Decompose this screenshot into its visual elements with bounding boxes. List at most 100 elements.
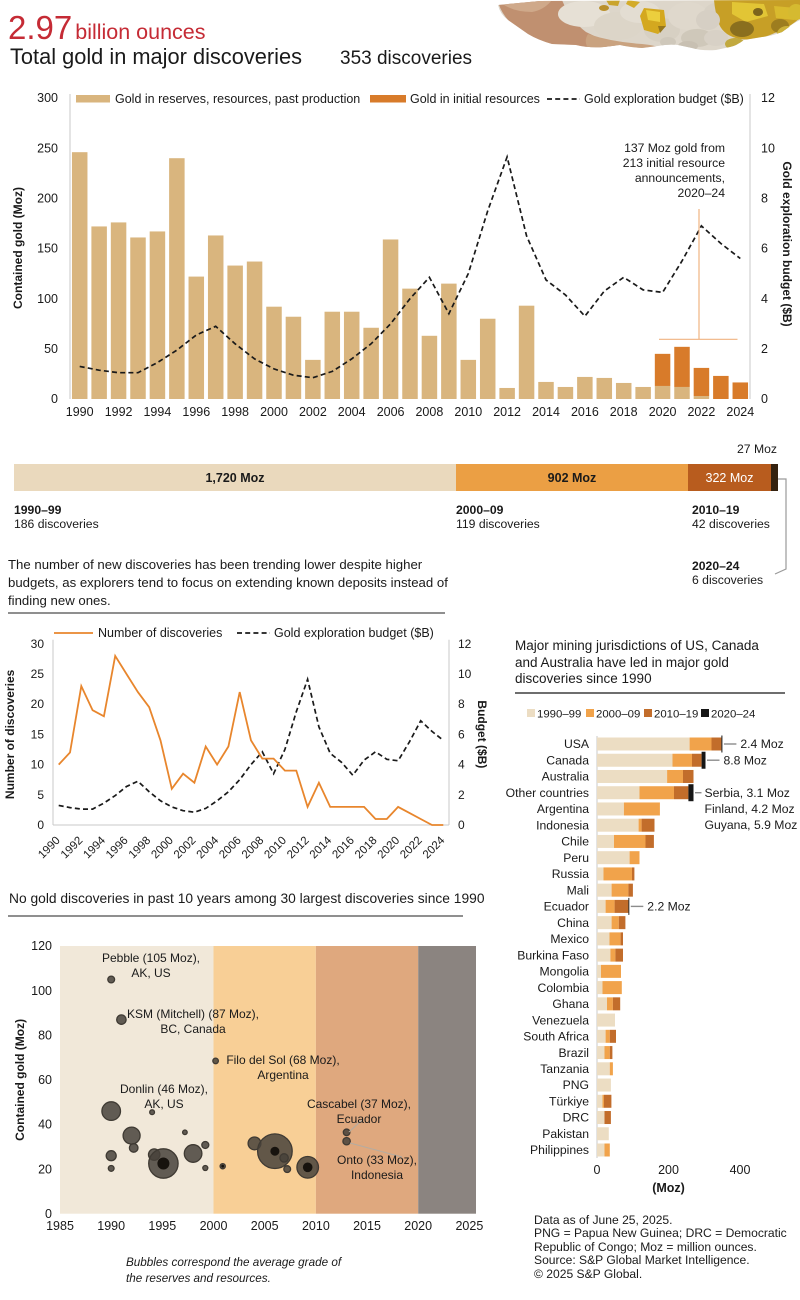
svg-text:1996: 1996 <box>104 835 131 862</box>
svg-text:Ecuador: Ecuador <box>544 900 589 914</box>
svg-text:8.8 Moz: 8.8 Moz <box>724 753 767 767</box>
svg-text:Mexico: Mexico <box>550 932 589 946</box>
svg-text:BC, Canada: BC, Canada <box>160 1022 226 1036</box>
svg-text:Guyana, 5.9 Moz: Guyana, 5.9 Moz <box>705 818 798 832</box>
svg-text:Finland, 4.2 Moz: Finland, 4.2 Moz <box>705 802 795 816</box>
svg-text:Ghana: Ghana <box>552 997 589 1011</box>
svg-text:50: 50 <box>44 342 58 356</box>
svg-text:2020: 2020 <box>376 835 403 862</box>
svg-text:2010: 2010 <box>262 835 289 862</box>
svg-text:10: 10 <box>458 667 472 681</box>
svg-text:2024: 2024 <box>421 834 448 861</box>
svg-text:12: 12 <box>761 91 775 105</box>
svg-text:Gold in reserves, resources, p: Gold in reserves, resources, past produc… <box>115 92 360 106</box>
svg-text:1990: 1990 <box>97 1219 125 1233</box>
svg-text:Tanzania: Tanzania <box>540 1062 589 1076</box>
svg-text:PNG: PNG <box>563 1078 589 1092</box>
svg-text:2018: 2018 <box>610 405 638 419</box>
svg-text:Peru: Peru <box>563 851 589 865</box>
svg-text:400: 400 <box>730 1163 751 1177</box>
svg-text:0: 0 <box>45 1207 52 1221</box>
svg-text:1990: 1990 <box>36 835 63 862</box>
svg-text:USA: USA <box>564 737 590 751</box>
svg-text:2000: 2000 <box>149 835 176 862</box>
svg-text:2016: 2016 <box>571 405 599 419</box>
svg-text:1998: 1998 <box>127 835 154 862</box>
svg-text:Budget ($B): Budget ($B) <box>475 700 489 768</box>
svg-text:2025: 2025 <box>455 1219 483 1233</box>
svg-text:Argentina: Argentina <box>257 1068 309 1082</box>
svg-text:4: 4 <box>761 292 768 306</box>
svg-text:2: 2 <box>458 788 465 802</box>
svg-text:Türkiye: Türkiye <box>549 1095 589 1109</box>
svg-text:Onto (33 Moz),: Onto (33 Moz), <box>337 1153 417 1167</box>
svg-text:South Africa: South Africa <box>523 1030 589 1044</box>
svg-text:8: 8 <box>458 697 465 711</box>
svg-text:2010–19: 2010–19 <box>654 709 698 721</box>
svg-text:Indonesia: Indonesia <box>351 1168 403 1182</box>
svg-text:20: 20 <box>38 1162 52 1176</box>
svg-text:2006: 2006 <box>377 405 405 419</box>
svg-text:2016: 2016 <box>330 835 357 862</box>
svg-text:KSM (Mitchell) (87 Moz),: KSM (Mitchell) (87 Moz), <box>127 1007 259 1021</box>
svg-text:20: 20 <box>31 697 45 711</box>
svg-text:2008: 2008 <box>240 835 267 862</box>
svg-text:Colombia: Colombia <box>538 981 590 995</box>
svg-text:1985: 1985 <box>46 1219 74 1233</box>
svg-text:Number of discoveries: Number of discoveries <box>98 626 222 640</box>
svg-text:4: 4 <box>458 758 465 772</box>
svg-text:Philippines: Philippines <box>530 1143 589 1157</box>
svg-text:60: 60 <box>38 1073 52 1087</box>
svg-text:Number of discoveries: Number of discoveries <box>3 669 17 799</box>
svg-text:Donlin (46 Moz),: Donlin (46 Moz), <box>120 1082 208 1096</box>
svg-text:2010: 2010 <box>302 1219 330 1233</box>
svg-text:2006: 2006 <box>217 835 244 862</box>
svg-text:2005: 2005 <box>251 1219 279 1233</box>
svg-text:2024: 2024 <box>726 405 754 419</box>
svg-text:AK, US: AK, US <box>144 1097 183 1111</box>
svg-text:15: 15 <box>31 727 45 741</box>
svg-text:1992: 1992 <box>105 405 133 419</box>
svg-text:2008: 2008 <box>415 405 443 419</box>
svg-text:1994: 1994 <box>81 834 108 861</box>
svg-text:2014: 2014 <box>532 405 560 419</box>
svg-text:2000: 2000 <box>260 405 288 419</box>
svg-text:2000–09: 2000–09 <box>596 709 640 721</box>
svg-text:Burkina Faso: Burkina Faso <box>517 948 589 962</box>
svg-text:300: 300 <box>37 91 58 105</box>
svg-text:100: 100 <box>31 984 52 998</box>
svg-text:2022: 2022 <box>687 405 715 419</box>
svg-text:2012: 2012 <box>493 405 521 419</box>
svg-text:Gold exploration budget ($B): Gold exploration budget ($B) <box>584 92 744 106</box>
svg-text:Indonesia: Indonesia <box>536 818 589 832</box>
svg-text:1992: 1992 <box>59 835 86 862</box>
svg-text:250: 250 <box>37 141 58 155</box>
svg-text:1994: 1994 <box>143 405 171 419</box>
svg-text:Venezuela: Venezuela <box>532 1013 589 1027</box>
svg-text:Pakistan: Pakistan <box>542 1127 589 1141</box>
svg-text:10: 10 <box>761 141 775 155</box>
svg-text:30: 30 <box>31 637 45 651</box>
svg-text:Argentina: Argentina <box>537 802 589 816</box>
svg-text:12: 12 <box>458 637 472 651</box>
svg-text:Australia: Australia <box>542 770 590 784</box>
svg-text:2022: 2022 <box>398 835 425 862</box>
svg-text:Serbia, 3.1 Moz: Serbia, 3.1 Moz <box>705 786 790 800</box>
svg-text:2.4 Moz: 2.4 Moz <box>740 737 783 751</box>
svg-text:2020: 2020 <box>404 1219 432 1233</box>
svg-text:200: 200 <box>658 1163 679 1177</box>
svg-text:2020–24: 2020–24 <box>711 709 755 721</box>
svg-text:Pebble (105 Moz),: Pebble (105 Moz), <box>102 951 200 965</box>
svg-text:Mongolia: Mongolia <box>540 965 590 979</box>
svg-text:Gold in initial resources: Gold in initial resources <box>410 92 540 106</box>
svg-text:1990–99: 1990–99 <box>537 709 581 721</box>
svg-text:Contained gold (Moz): Contained gold (Moz) <box>13 1019 27 1141</box>
svg-text:2: 2 <box>761 342 768 356</box>
svg-text:DRC: DRC <box>563 1111 590 1125</box>
svg-text:2014: 2014 <box>308 834 335 861</box>
svg-text:Mali: Mali <box>567 883 589 897</box>
svg-text:Ecuador: Ecuador <box>337 1112 382 1126</box>
svg-text:1996: 1996 <box>182 405 210 419</box>
svg-text:2015: 2015 <box>353 1219 381 1233</box>
svg-text:2010: 2010 <box>454 405 482 419</box>
